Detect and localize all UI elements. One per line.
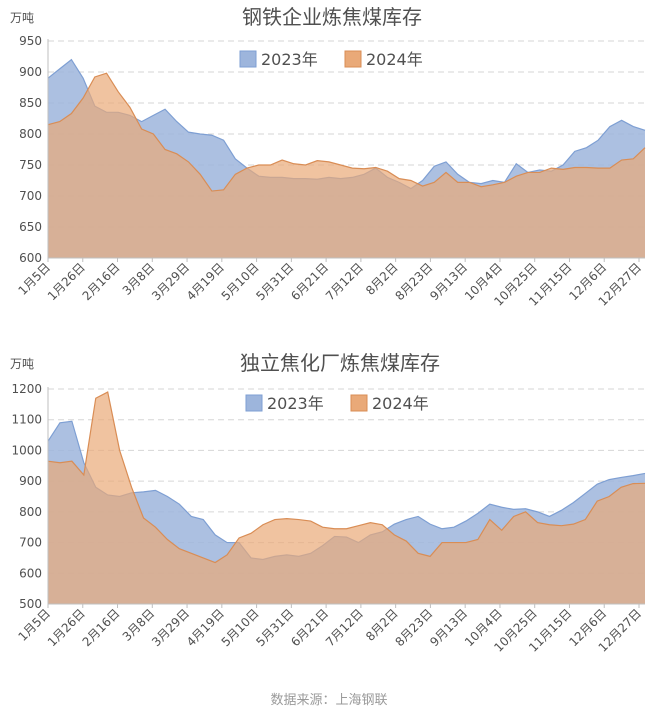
x-tick-label: 1月26日: [45, 260, 88, 303]
unit-label: 万吨: [10, 357, 34, 371]
y-tick-label: 800: [19, 127, 42, 141]
legend-swatch-2023: [245, 394, 263, 412]
unit-label: 万吨: [10, 11, 34, 25]
y-tick-label: 950: [19, 34, 42, 48]
x-tick-label: 1月26日: [45, 606, 88, 649]
x-tick-label: 5月31日: [253, 606, 296, 649]
x-tick-label: 5月10日: [219, 606, 262, 649]
x-tick-label: 4月19日: [184, 260, 227, 303]
y-tick-label: 1000: [11, 443, 42, 457]
legend-label: 2023年: [261, 50, 318, 69]
x-tick-label: 5月31日: [253, 260, 296, 303]
chart-independent-coking: 独立焦化厂炼焦煤库存 万吨 500 600 700 800 900 1000 1100 120…: [10, 351, 646, 655]
source-note: 数据来源：上海钢联: [270, 693, 387, 708]
y-tick-label: 900: [19, 474, 42, 488]
legend-swatch-2024: [350, 394, 368, 412]
x-tick-label: 8月23日: [392, 260, 435, 303]
y-tick-label: 650: [19, 220, 42, 234]
y-tick-label: 850: [19, 96, 42, 110]
y-tick-label: 700: [19, 189, 42, 203]
series-area-2024: [48, 392, 645, 604]
y-tick-label: 750: [19, 158, 42, 172]
y-tick-label: 1100: [11, 413, 42, 427]
x-tick-label: 7月12日: [323, 260, 366, 303]
legend-label: 2024年: [366, 50, 423, 69]
x-tick-label: 5月10日: [219, 260, 262, 303]
x-tick-label: 3月29日: [149, 606, 192, 649]
x-tick-label: 6月21日: [288, 260, 331, 303]
x-tick-label: 6月21日: [288, 606, 331, 649]
x-tick-label: 7月12日: [323, 606, 366, 649]
x-tick-label: 9月13日: [427, 606, 470, 649]
x-tick-label: 3月29日: [149, 260, 192, 303]
legend-label: 2024年: [372, 394, 429, 413]
y-tick-label: 500: [19, 597, 42, 611]
chart-title: 钢铁企业炼焦煤库存: [242, 5, 422, 29]
x-tick-label: 8月23日: [392, 606, 435, 649]
series-line-2024: [47, 391, 646, 564]
x-tick-label: 4月19日: [184, 606, 227, 649]
y-tick-label: 600: [19, 566, 42, 580]
y-tick-label: 600: [19, 251, 42, 265]
x-tick-label: 2月16日: [80, 260, 123, 303]
y-tick-label: 700: [19, 536, 42, 550]
x-tick-label: 9月13日: [427, 260, 470, 303]
y-tick-label: 900: [19, 65, 42, 79]
legend-swatch-2024: [344, 50, 362, 68]
y-tick-label: 1200: [11, 382, 42, 396]
legend-label: 2023年: [267, 394, 324, 413]
x-tick-label: 2月16日: [80, 606, 123, 649]
series-line-2024: [47, 72, 646, 192]
chart-title: 独立焦化厂炼焦煤库存: [240, 351, 440, 375]
chart-steel-mills: 钢铁企业炼焦煤库存 万吨 6006507007508008509009501月5…: [10, 5, 646, 309]
series-area-2024: [48, 73, 645, 259]
legend-swatch-2023: [239, 50, 257, 68]
y-tick-label: 800: [19, 505, 42, 519]
